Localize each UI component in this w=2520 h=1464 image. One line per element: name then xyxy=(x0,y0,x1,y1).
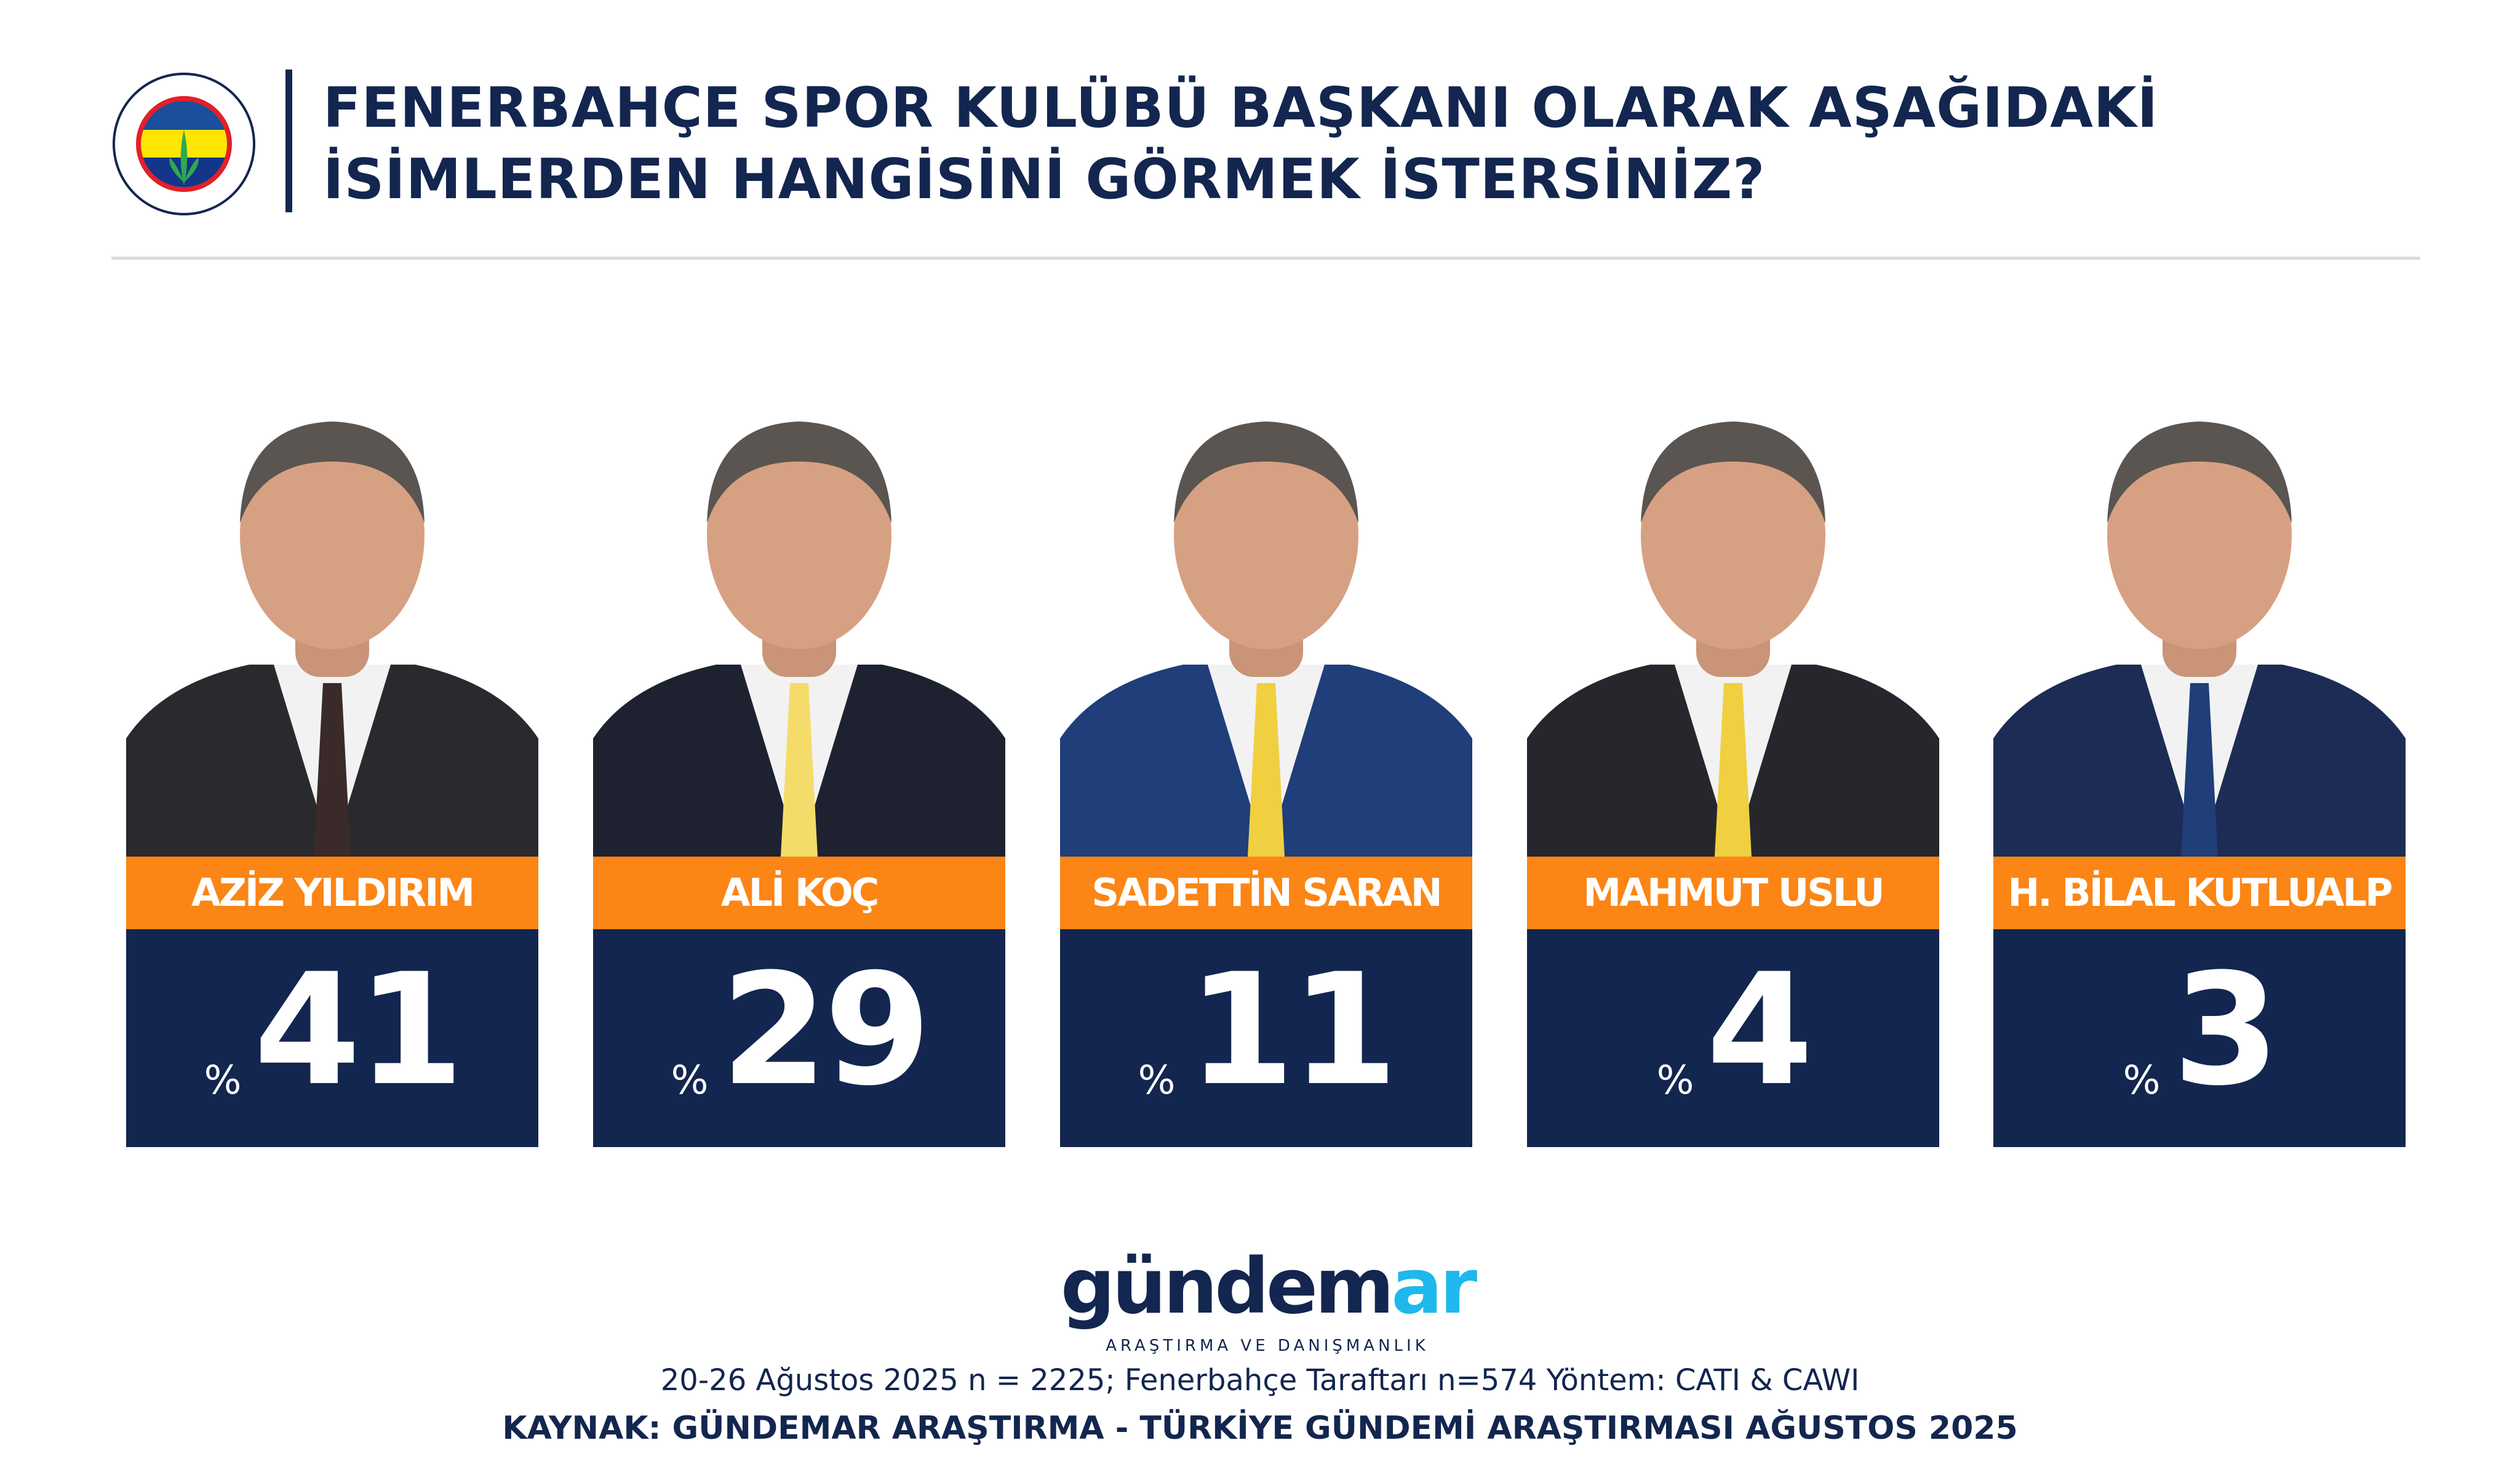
candidate-name: SADETTİN SARAN xyxy=(1060,857,1472,929)
candidate-card: H. BİLAL KUTLUALP % 3 xyxy=(1993,394,2406,1147)
candidate-result: % 41 xyxy=(126,929,538,1147)
source-line: KAYNAK: GÜNDEMAR ARAŞTIRMA - TÜRKİYE GÜN… xyxy=(502,1410,2018,1447)
percent-sign: % xyxy=(671,1058,709,1103)
candidate-card: MAHMUT USLU % 4 xyxy=(1527,394,1939,1147)
candidate-result: % 11 xyxy=(1060,929,1472,1147)
percent-sign: % xyxy=(204,1058,242,1103)
percent-sign: % xyxy=(2123,1058,2161,1103)
candidate-card: ALİ KOÇ % 29 xyxy=(593,394,1005,1147)
title-line-1: FENERBAHÇE SPOR KULÜBÜ BAŞKANI OLARAK AŞ… xyxy=(323,76,2159,140)
gundemar-logo: gündemar ARAŞTIRMA VE DANIŞMANLIK xyxy=(1052,1241,1483,1356)
percent-sign: % xyxy=(1656,1058,1694,1103)
candidate-result: % 3 xyxy=(1993,929,2406,1147)
header-divider xyxy=(285,70,292,212)
candidate-card: SADETTİN SARAN % 11 xyxy=(1060,394,1472,1147)
candidate-name: MAHMUT USLU xyxy=(1527,857,1939,929)
brand-accent: ar xyxy=(1391,1242,1477,1331)
percent-value: 41 xyxy=(253,940,464,1119)
candidate-name: AZİZ YILDIRIM xyxy=(126,857,538,929)
percent-sign: % xyxy=(1138,1058,1176,1103)
page-title: FENERBAHÇE SPOR KULÜBÜ BAŞKANI OLARAK AŞ… xyxy=(323,73,2158,215)
percent-value: 11 xyxy=(1187,940,1398,1119)
candidate-name: ALİ KOÇ xyxy=(593,857,1005,929)
candidate-card: AZİZ YILDIRIM % 41 xyxy=(126,394,538,1147)
survey-meta: 20-26 Ağustos 2025 n = 2225; Fenerbahçe … xyxy=(660,1363,1860,1398)
candidate-photo xyxy=(1993,422,2406,857)
fenerbahce-logo xyxy=(113,73,255,215)
brand-subtitle: ARAŞTIRMA VE DANIŞMANLIK xyxy=(1106,1337,1429,1355)
candidate-photo xyxy=(126,422,538,857)
candidate-name: H. BİLAL KUTLUALP xyxy=(1993,857,2406,929)
candidate-photo xyxy=(1060,422,1472,857)
percent-value: 4 xyxy=(1706,940,1813,1119)
percent-value: 29 xyxy=(720,940,931,1119)
brand-main: gündem xyxy=(1060,1242,1394,1331)
candidate-result: % 29 xyxy=(593,929,1005,1147)
horizontal-divider xyxy=(111,257,2420,260)
candidate-result: % 4 xyxy=(1527,929,1939,1147)
percent-value: 3 xyxy=(2172,940,2279,1119)
title-line-2: İSİMLERDEN HANGİSİNİ GÖRMEK İSTERSİNİZ? xyxy=(323,147,1766,212)
candidate-photo xyxy=(1527,422,1939,857)
candidate-photo xyxy=(593,422,1005,857)
